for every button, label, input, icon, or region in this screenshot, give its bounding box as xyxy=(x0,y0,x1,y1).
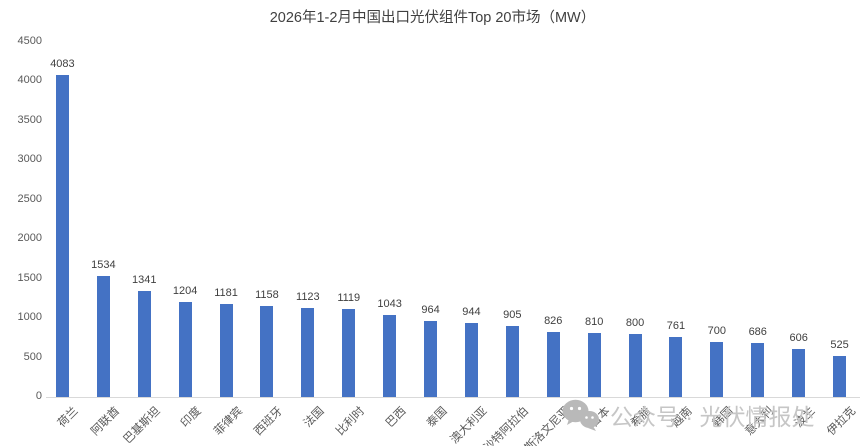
x-category-label: 越南 xyxy=(669,405,695,430)
x-category-label: 菲律宾 xyxy=(211,405,245,439)
bar xyxy=(219,303,233,397)
x-category-label: 巴西 xyxy=(383,405,409,430)
x-category-label: 巴基斯坦 xyxy=(121,405,163,446)
bar xyxy=(833,355,847,397)
y-tick-label: 4500 xyxy=(17,35,42,47)
bar-value-label: 1204 xyxy=(172,285,198,298)
bar-value-label: 686 xyxy=(748,325,767,338)
bar-value-label: 1181 xyxy=(214,286,238,299)
x-category-label: 比利时 xyxy=(334,405,368,439)
bar-value-label: 1043 xyxy=(377,297,402,310)
bar-value-label: 1123 xyxy=(296,291,320,304)
bar xyxy=(546,331,560,397)
x-category-label: 希腊 xyxy=(628,405,654,430)
bar xyxy=(137,291,151,397)
y-tick-label: 1500 xyxy=(17,271,42,284)
bar xyxy=(505,325,519,397)
bar-value-label: 800 xyxy=(625,316,645,329)
y-tick-label: 0 xyxy=(35,390,42,402)
bar-value-label: 944 xyxy=(462,305,481,318)
bar xyxy=(792,349,806,397)
y-tick-label: 3500 xyxy=(17,113,42,126)
x-category-label: 伊拉克 xyxy=(825,405,859,439)
bar xyxy=(628,333,642,397)
bar-value-label: 826 xyxy=(544,314,563,327)
bar-value-label: 1341 xyxy=(132,274,157,287)
x-category-label: 阿联酋 xyxy=(89,405,122,439)
x-category-label: 波兰 xyxy=(792,405,818,430)
bar-value-label: 1534 xyxy=(91,258,116,271)
bar-value-label: 4083 xyxy=(50,57,75,70)
y-tick-label: 2000 xyxy=(17,232,42,245)
bar xyxy=(587,333,601,397)
bar-value-label: 1119 xyxy=(337,291,361,304)
chart-title: 2026年1-2月中国出口光伏组件Top 20市场（MW） xyxy=(269,10,596,26)
y-tick-label: 4000 xyxy=(17,74,42,87)
x-category-label: 韩国 xyxy=(710,405,736,430)
bar xyxy=(55,74,69,397)
x-category-label: 法国 xyxy=(301,405,327,430)
bar xyxy=(96,275,110,397)
bar-value-label: 964 xyxy=(421,303,440,316)
x-category-label: 泰国 xyxy=(424,405,450,430)
x-category-label: 日本 xyxy=(588,405,613,430)
bar-value-label: 761 xyxy=(666,319,686,332)
bar-value-label: 700 xyxy=(707,324,727,337)
x-category-label: 西班牙 xyxy=(252,405,286,439)
bar xyxy=(751,342,765,397)
bar xyxy=(383,314,397,397)
x-axis-line xyxy=(46,397,860,398)
y-tick-label: 3000 xyxy=(17,153,42,166)
x-category-label: 荷兰 xyxy=(56,405,82,430)
bar xyxy=(260,305,274,397)
bar-value-label: 905 xyxy=(503,308,522,321)
bar-value-label: 1158 xyxy=(255,288,279,301)
bar xyxy=(710,341,724,397)
y-tick-label: 500 xyxy=(23,350,42,363)
x-category-label: 意大利 xyxy=(743,405,777,439)
bar-value-label: 606 xyxy=(789,332,808,345)
bar xyxy=(424,320,438,397)
y-tick-label: 1000 xyxy=(17,311,42,324)
bar xyxy=(669,336,683,397)
bar xyxy=(178,302,192,397)
bar-value-label: 810 xyxy=(584,316,604,329)
bar-value-label: 525 xyxy=(830,338,849,351)
bar xyxy=(464,322,478,397)
bar xyxy=(342,308,356,397)
bar xyxy=(301,308,315,397)
x-category-label: 印度 xyxy=(179,405,204,430)
y-tick-label: 2500 xyxy=(17,192,42,205)
